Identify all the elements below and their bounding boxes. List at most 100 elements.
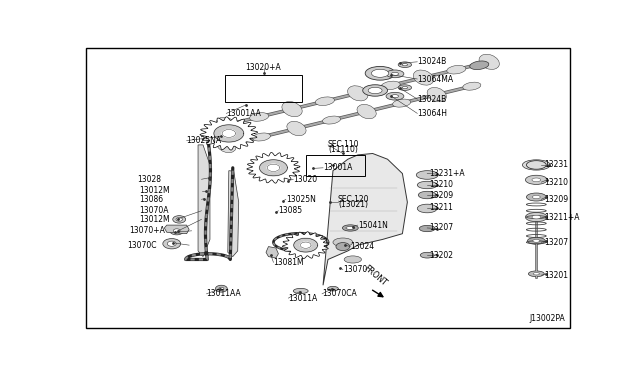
Text: 13202: 13202 [429, 251, 454, 260]
Text: 13085: 13085 [278, 206, 303, 215]
Ellipse shape [219, 122, 234, 128]
Ellipse shape [532, 215, 541, 219]
Ellipse shape [344, 256, 362, 263]
Text: SEC.120: SEC.120 [338, 195, 369, 204]
Ellipse shape [532, 178, 541, 182]
Circle shape [173, 216, 186, 223]
Polygon shape [294, 238, 317, 252]
Ellipse shape [427, 87, 446, 102]
Ellipse shape [525, 175, 547, 185]
Text: 13070: 13070 [343, 265, 367, 274]
Text: 13028: 13028 [137, 175, 161, 184]
Ellipse shape [526, 193, 546, 201]
Circle shape [173, 229, 180, 233]
Text: 13025NA: 13025NA [187, 136, 222, 145]
Ellipse shape [526, 161, 546, 169]
Text: 13086: 13086 [140, 195, 164, 204]
Ellipse shape [217, 138, 236, 153]
Text: 13020+A: 13020+A [246, 63, 282, 72]
Bar [225, 75, 301, 102]
Ellipse shape [413, 70, 434, 85]
Text: 13070A: 13070A [140, 206, 169, 215]
Text: 13207: 13207 [429, 224, 454, 232]
Text: 13070CA: 13070CA [322, 289, 356, 298]
Ellipse shape [392, 72, 399, 76]
Polygon shape [300, 242, 311, 248]
Ellipse shape [392, 94, 399, 98]
Bar [306, 155, 365, 176]
Ellipse shape [328, 286, 339, 291]
Text: 13024B: 13024B [417, 57, 447, 66]
Text: 13209: 13209 [429, 190, 454, 199]
Ellipse shape [346, 227, 355, 230]
Text: 13064H: 13064H [417, 109, 447, 118]
Ellipse shape [420, 252, 434, 258]
Polygon shape [222, 129, 236, 137]
Circle shape [216, 285, 227, 292]
Text: 13001A: 13001A [323, 163, 353, 172]
Ellipse shape [386, 70, 404, 78]
Text: 13231+A: 13231+A [429, 169, 465, 178]
Ellipse shape [531, 163, 542, 167]
Circle shape [167, 241, 176, 246]
Text: 13201: 13201 [544, 271, 568, 280]
Ellipse shape [527, 237, 545, 244]
Text: FRONT: FRONT [362, 264, 388, 288]
Text: 13210: 13210 [544, 178, 568, 187]
Polygon shape [266, 247, 278, 258]
Text: 13211: 13211 [429, 203, 454, 212]
Ellipse shape [287, 121, 306, 136]
Ellipse shape [333, 238, 353, 247]
Ellipse shape [417, 204, 437, 213]
Circle shape [176, 218, 182, 221]
Ellipse shape [293, 288, 308, 294]
Ellipse shape [216, 117, 236, 132]
Polygon shape [228, 171, 239, 257]
Ellipse shape [533, 273, 540, 275]
Ellipse shape [470, 61, 489, 70]
Ellipse shape [402, 86, 408, 89]
Text: 13081M: 13081M [273, 258, 304, 267]
Ellipse shape [357, 105, 376, 119]
Ellipse shape [532, 195, 540, 199]
Ellipse shape [342, 225, 358, 231]
Circle shape [336, 243, 350, 251]
Ellipse shape [417, 181, 437, 189]
Ellipse shape [532, 240, 540, 242]
Polygon shape [247, 153, 300, 183]
Text: 13064MA: 13064MA [417, 74, 453, 83]
Text: 13211+A: 13211+A [544, 214, 579, 222]
Ellipse shape [398, 62, 412, 67]
Text: 13024: 13024 [350, 242, 374, 251]
Ellipse shape [398, 85, 412, 90]
Ellipse shape [348, 86, 368, 101]
Ellipse shape [419, 191, 436, 199]
Polygon shape [267, 164, 280, 171]
Text: (11110): (11110) [328, 145, 358, 154]
Text: (13021): (13021) [338, 200, 368, 209]
Text: SEC.110: SEC.110 [328, 140, 360, 150]
Text: 13011AA: 13011AA [207, 289, 241, 298]
Text: 13020: 13020 [293, 175, 317, 184]
Polygon shape [323, 154, 408, 285]
Ellipse shape [316, 97, 335, 106]
Text: 13070+A: 13070+A [129, 226, 166, 235]
Circle shape [219, 287, 224, 290]
Polygon shape [164, 225, 189, 234]
Polygon shape [214, 125, 244, 142]
Text: 13001AA: 13001AA [227, 109, 261, 118]
Text: 13070C: 13070C [127, 241, 157, 250]
Ellipse shape [282, 102, 302, 117]
Text: 13231: 13231 [544, 160, 568, 169]
Text: 13025N: 13025N [286, 195, 316, 204]
Ellipse shape [416, 171, 438, 179]
Ellipse shape [363, 85, 388, 96]
Ellipse shape [252, 133, 271, 141]
Ellipse shape [381, 81, 400, 90]
Ellipse shape [250, 113, 269, 121]
Polygon shape [260, 160, 287, 176]
Circle shape [163, 238, 180, 249]
Ellipse shape [463, 82, 481, 90]
Circle shape [170, 227, 184, 235]
Polygon shape [200, 117, 257, 150]
